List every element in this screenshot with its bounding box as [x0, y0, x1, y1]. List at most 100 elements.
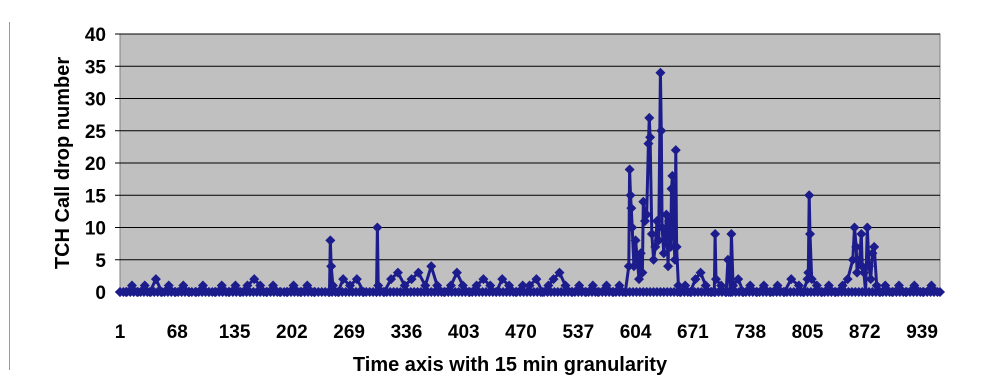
data-point-marker: [139, 280, 150, 291]
x-tick-label: 537: [562, 322, 594, 343]
data-point-marker: [700, 280, 711, 291]
data-point-marker: [630, 235, 641, 246]
data-point-marker: [653, 235, 664, 246]
data-point-marker: [517, 280, 528, 291]
data-point-marker: [668, 222, 679, 233]
data-point-marker: [420, 280, 431, 291]
data-point-marker: [281, 287, 292, 297]
data-point-marker: [184, 287, 195, 297]
data-point-marker: [637, 267, 648, 278]
data-point-marker: [144, 287, 155, 297]
data-point-marker: [326, 261, 337, 272]
data-point-marker: [793, 280, 804, 291]
y-tick-label: 40: [85, 25, 106, 46]
data-point-marker: [710, 228, 721, 239]
x-tick-label: 269: [333, 322, 365, 343]
y-tick-label: 10: [85, 219, 106, 240]
data-point-marker: [675, 287, 686, 297]
y-tick-label: 5: [95, 251, 106, 272]
data-point-marker: [865, 274, 876, 285]
data-point-marker: [842, 274, 853, 285]
x-tick-label: 336: [391, 322, 423, 343]
data-point-marker: [620, 287, 631, 297]
data-point-marker: [864, 261, 875, 272]
data-point-marker: [223, 287, 234, 297]
data-point-marker: [917, 287, 928, 297]
data-point-marker: [823, 280, 834, 291]
data-point-marker: [274, 287, 285, 297]
data-point-marker: [935, 287, 945, 297]
data-point-marker: [685, 287, 696, 297]
data-point-marker: [709, 287, 720, 297]
data-point-marker: [625, 190, 636, 201]
data-point-marker: [235, 287, 246, 297]
data-point-marker: [203, 287, 214, 297]
data-point-marker: [432, 280, 443, 291]
x-tick-label: 68: [167, 322, 188, 343]
x-tick-label: 939: [906, 322, 938, 343]
data-point-marker: [644, 112, 655, 123]
data-point-marker: [860, 287, 871, 297]
data-point-marker: [325, 235, 336, 246]
data-point-marker: [608, 287, 619, 297]
data-point-marker: [178, 280, 189, 291]
data-point-marker: [893, 280, 904, 291]
x-tick-label: 872: [849, 322, 881, 343]
data-point-marker: [646, 228, 657, 239]
x-axis-title: Time axis with 15 min granularity: [353, 354, 668, 376]
data-point-marker: [399, 280, 410, 291]
data-point-marker: [295, 287, 306, 297]
data-point-marker: [667, 170, 678, 181]
data-point-marker: [249, 274, 260, 285]
data-point-marker: [745, 280, 756, 291]
data-point-marker: [786, 274, 797, 285]
data-point-marker: [601, 280, 612, 291]
data-point-marker: [758, 280, 769, 291]
data-point-marker: [302, 280, 313, 291]
data-point-marker: [856, 228, 867, 239]
data-point-marker: [869, 241, 880, 252]
data-point-marker: [638, 196, 649, 207]
data-point-marker: [345, 280, 356, 291]
data-point-marker: [666, 183, 677, 194]
data-point-marker: [537, 287, 548, 297]
data-point-marker: [738, 287, 749, 297]
data-point-marker: [669, 254, 680, 265]
data-point-marker: [847, 254, 858, 265]
data-point-marker: [327, 280, 338, 291]
x-tick-labels: 1 68 135 202 269 336 403 470 537 604 671 738 805 872 9…: [115, 322, 938, 343]
y-tick-label: 35: [85, 57, 107, 78]
data-point-marker: [373, 280, 384, 291]
data-point-marker: [255, 280, 266, 291]
data-point-marker: [728, 280, 739, 291]
data-point-marker: [115, 287, 125, 297]
data-point-marker: [806, 274, 817, 285]
data-point-marker: [614, 280, 625, 291]
data-point-marker: [581, 287, 592, 297]
data-point-marker: [338, 274, 349, 285]
data-point-marker: [880, 280, 891, 291]
data-point-marker: [858, 267, 869, 278]
data-point-marker: [663, 216, 674, 227]
data-point-marker: [567, 287, 578, 297]
data-point-marker: [242, 280, 253, 291]
data-point-marker: [592, 287, 603, 297]
y-tick-label: 25: [85, 122, 107, 143]
data-point-marker: [392, 267, 403, 278]
data-point-marker: [772, 280, 783, 291]
data-point-marker: [887, 287, 898, 297]
data-point-marker: [635, 248, 646, 259]
data-point-marker: [875, 287, 886, 297]
data-point-marker: [645, 132, 656, 143]
data-point-marker: [817, 287, 828, 297]
y-tick-labels: 0 5 10 15 20 25 30 35 40: [85, 25, 107, 304]
data-point-marker: [852, 267, 863, 278]
data-point-marker: [491, 287, 502, 297]
data-point-marker: [426, 261, 437, 272]
data-point-marker: [554, 267, 565, 278]
data-point-marker: [445, 280, 456, 291]
series-layer: [115, 67, 945, 297]
data-point-marker: [804, 190, 815, 201]
data-point-marker: [261, 287, 272, 297]
